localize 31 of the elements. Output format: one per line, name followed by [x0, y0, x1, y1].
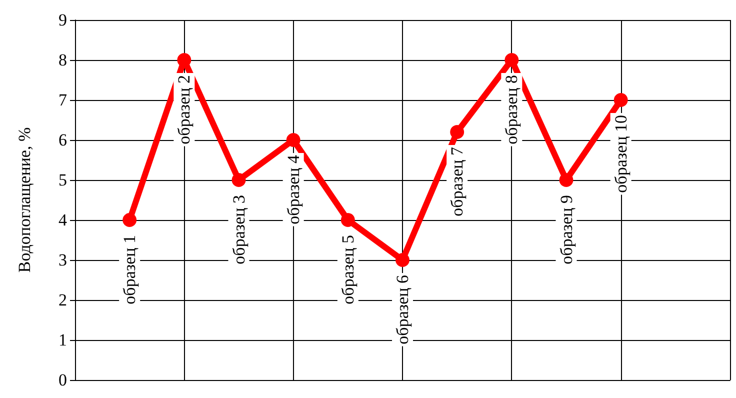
y-tick-label: 0 [58, 370, 67, 390]
point [396, 253, 410, 267]
x-tick-label: образец 8 [502, 75, 522, 144]
y-tick-label: 8 [58, 50, 67, 70]
x-tick-label: образец 7 [448, 146, 467, 216]
y-axis-title: Водопоглащение, % [15, 127, 34, 273]
x-tick-label: образец 9 [556, 195, 576, 264]
y-tick-label: 6 [58, 130, 67, 150]
point [559, 173, 574, 187]
x-tick-label: образец 1 [120, 235, 140, 304]
x-tick-label: образец 4 [284, 154, 303, 224]
y-tick-label: 5 [58, 170, 67, 190]
x-tick-label: образец 5 [338, 235, 358, 304]
point [450, 125, 464, 139]
y-tick-label: 4 [58, 210, 68, 230]
y-tick-label: 1 [58, 330, 67, 350]
point [177, 53, 192, 67]
point [340, 213, 355, 227]
point [504, 53, 519, 67]
y-tick-label: 3 [58, 250, 67, 270]
y-tick-label: 2 [58, 290, 67, 310]
point [286, 133, 300, 147]
y-tick-label: 9 [58, 10, 67, 30]
point [122, 213, 137, 227]
point [232, 173, 246, 187]
x-tick-label: образец 10 [611, 115, 630, 193]
x-tick-label: образец 3 [229, 195, 248, 264]
y-tick-label: 7 [58, 90, 68, 110]
point [614, 93, 628, 107]
x-tick-label: образец 2 [174, 75, 194, 144]
x-tick-label: образец 6 [393, 275, 412, 344]
